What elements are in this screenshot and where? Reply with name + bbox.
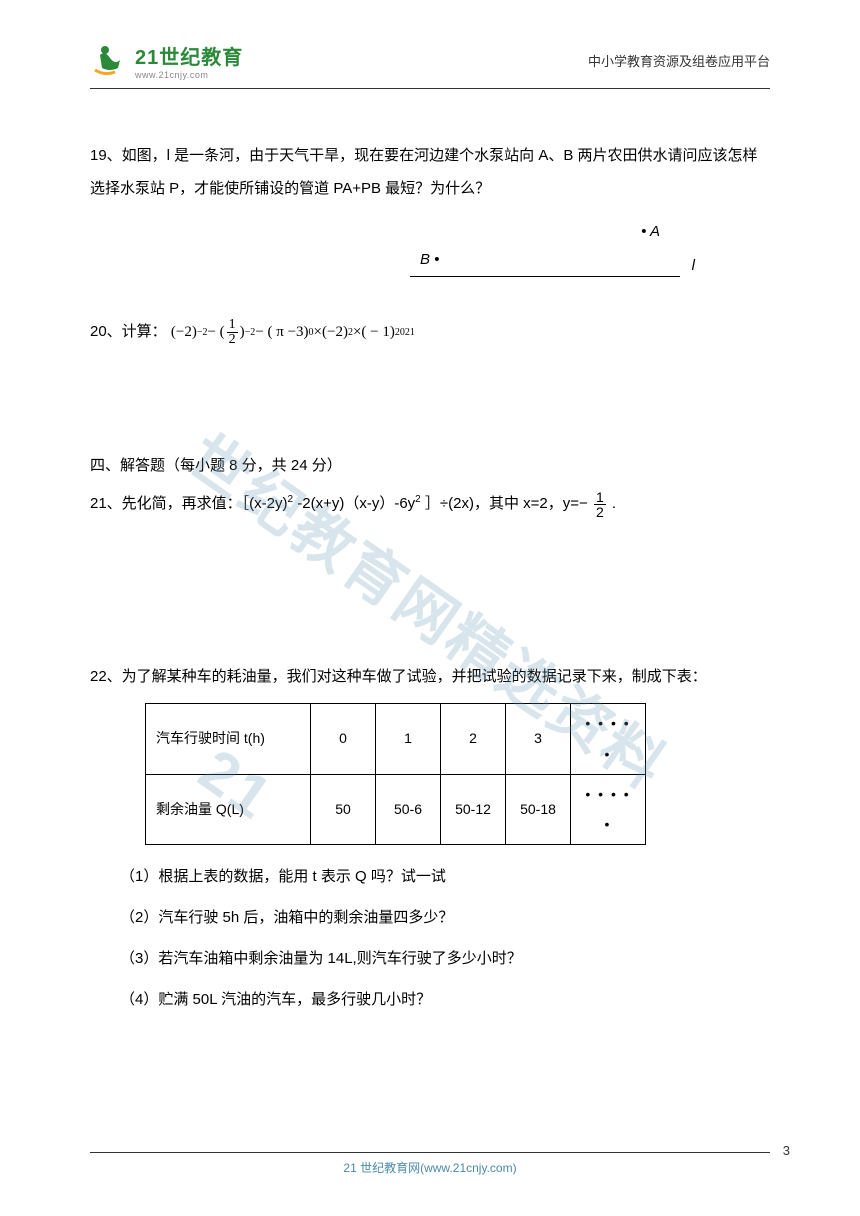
- q22-intro: 22、为了解某种车的耗油量，我们对这种车做了试验，并把试验的数据记录下来，制成下…: [90, 660, 770, 693]
- page-footer: 21 世纪教育网(www.21cnjy.com) 3: [90, 1152, 770, 1176]
- logo-text: 21世纪教育 www.21cnjy.com: [135, 41, 243, 80]
- q20-minus2: − ( π −3): [255, 316, 308, 349]
- question-20: 20、计算： (−2)−2 − ( 12 )−2 − ( π −3)0 ×(−2…: [90, 315, 770, 349]
- section-4-title: 四、解答题（每小题 8 分，共 24 分）: [90, 449, 770, 482]
- q21-frac-den: 2: [594, 505, 606, 519]
- footer-text: 21 世纪教育网(www.21cnjy.com): [343, 1161, 516, 1175]
- q21-frac-num: 1: [594, 490, 606, 505]
- q21-p2: -2(x+y)（x-y）-6y: [297, 495, 415, 512]
- table-cell: 剩余油量 Q(L): [146, 774, 311, 845]
- content-area: 19、如图，l 是一条河，由于天气干旱，现在要在河边建个水泵站向 A、B 两片农…: [90, 139, 770, 1016]
- point-b-label: B •: [420, 243, 439, 276]
- logo-icon: [90, 40, 130, 80]
- q20-mult1: ×(−2): [314, 316, 348, 349]
- line-l: [410, 276, 680, 277]
- table-cell: 1: [376, 704, 441, 775]
- table-cell: 50: [311, 774, 376, 845]
- table-cell: 2: [441, 704, 506, 775]
- logo-sub-text: www.21cnjy.com: [135, 70, 243, 80]
- q20-frac1: 12: [227, 318, 238, 347]
- q21-p3: ］÷(2x)，其中 x=2，y=−: [425, 495, 588, 512]
- q19-text: 19、如图，l 是一条河，由于天气干旱，现在要在河边建个水泵站向 A、B 两片农…: [90, 139, 770, 205]
- table-row: 剩余油量 Q(L) 50 50-6 50-12 50-18 • • • • •: [146, 774, 646, 845]
- page-header: 21世纪教育 www.21cnjy.com 中小学教育资源及组卷应用平台: [90, 40, 770, 89]
- line-l-label: l: [692, 249, 695, 282]
- logo: 21世纪教育 www.21cnjy.com: [90, 40, 243, 80]
- q20-e5: 2021: [395, 322, 415, 344]
- table-cell: • • • • •: [571, 704, 646, 775]
- q22-sub-2: （2）汽车行驶 5h 后，油箱中的剩余油量四多少？: [120, 901, 770, 934]
- q22-sub-4: （4）贮满 50L 汽油的汽车，最多行驶几小时？: [120, 983, 770, 1016]
- table-cell: 3: [506, 704, 571, 775]
- table-cell: 50-18: [506, 774, 571, 845]
- page-container: 21世纪教育 www.21cnjy.com 中小学教育资源及组卷应用平台 19、…: [0, 0, 860, 1216]
- q20-frac-num: 1: [227, 318, 238, 333]
- q20-expression: (−2)−2 − ( 12 )−2 − ( π −3)0 ×(−2)2 ×( −…: [171, 316, 415, 349]
- q21-e1: 2: [288, 494, 294, 505]
- question-22: 22、为了解某种车的耗油量，我们对这种车做了试验，并把试验的数据记录下来，制成下…: [90, 660, 770, 1016]
- table-cell: 汽车行驶时间 t(h): [146, 704, 311, 775]
- q21-e2: 2: [415, 494, 421, 505]
- q20-prefix: 20、计算：: [90, 323, 167, 340]
- q20-frac-den: 2: [227, 333, 238, 347]
- page-number: 3: [783, 1143, 790, 1158]
- header-title: 中小学教育资源及组卷应用平台: [588, 51, 770, 70]
- table-row: 汽车行驶时间 t(h) 0 1 2 3 • • • • •: [146, 704, 646, 775]
- q20-e2: −2: [245, 322, 256, 344]
- q20-minus1: − (: [207, 316, 224, 349]
- point-a-label: • A: [641, 215, 660, 248]
- logo-main-text: 21世纪教育: [135, 41, 243, 70]
- q21-frac: 12: [594, 490, 606, 519]
- question-19: 19、如图，l 是一条河，由于天气干旱，现在要在河边建个水泵站向 A、B 两片农…: [90, 139, 770, 285]
- table-cell: • • • • •: [571, 774, 646, 845]
- q20-p1: (−2): [171, 316, 197, 349]
- q22-sub-3: （3）若汽车油箱中剩余油量为 14L,则汽车行驶了多少小时？: [120, 942, 770, 975]
- q21-suffix: .: [612, 495, 616, 512]
- q19-figure: • A B • l: [410, 215, 690, 285]
- question-21: 21、先化简，再求值：［(x-2y)2 -2(x+y)（x-y）-6y2 ］÷(…: [90, 487, 770, 520]
- q22-sub-1: （1）根据上表的数据，能用 t 表示 Q 吗？试一试: [120, 860, 770, 893]
- table-cell: 0: [311, 704, 376, 775]
- table-cell: 50-6: [376, 774, 441, 845]
- q20-mult2: ×( − 1): [353, 316, 395, 349]
- q22-table: 汽车行驶时间 t(h) 0 1 2 3 • • • • • 剩余油量 Q(L) …: [145, 703, 646, 845]
- q21-prefix: 21、先化简，再求值：［(x-2y): [90, 495, 288, 512]
- q20-e1: −2: [197, 322, 208, 344]
- table-cell: 50-12: [441, 774, 506, 845]
